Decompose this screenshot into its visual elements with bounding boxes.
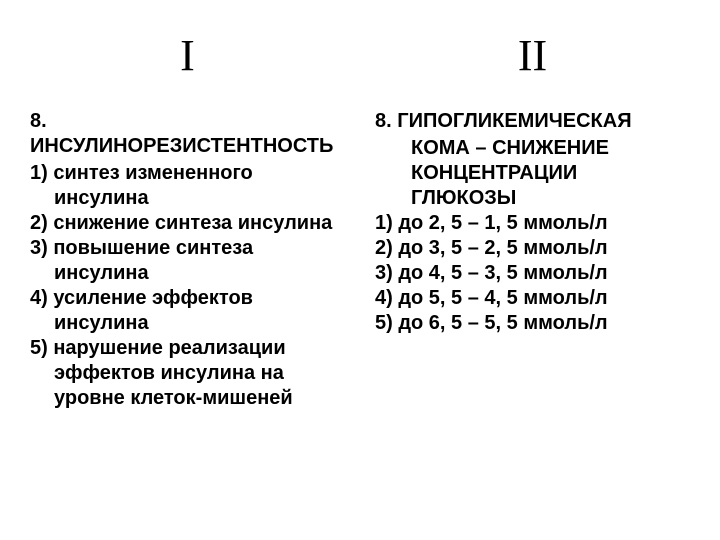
right-title-line4: ГЛЮКОЗЫ: [375, 186, 690, 211]
left-option-5: 5) нарушение реализации эффектов инсулин…: [30, 336, 345, 411]
left-option-3: 3) повышение синтеза инсулина: [30, 236, 345, 286]
right-title-line2: КОМА – СНИЖЕНИЕ: [375, 136, 690, 161]
right-option-3: 3) до 4, 5 – 3, 5 ммоль/л: [375, 261, 690, 286]
right-title-line3: КОНЦЕНТРАЦИИ: [375, 161, 690, 186]
left-option-1: 1) синтез измененного инсулина: [30, 161, 345, 211]
right-title-line1: 8. ГИПОГЛИКЕМИЧЕСКАЯ: [375, 109, 690, 134]
right-option-1: 1) до 2, 5 – 1, 5 ммоль/л: [375, 211, 690, 236]
left-column: I 8. ИНСУЛИНОРЕЗИСТЕНТНОСТЬ 1) синтез из…: [30, 30, 345, 411]
left-option-4: 4) усиление эффектов инсулина: [30, 286, 345, 336]
left-header: I: [30, 30, 345, 81]
right-option-2: 2) до 3, 5 – 2, 5 ммоль/л: [375, 236, 690, 261]
right-column: II 8. ГИПОГЛИКЕМИЧЕСКАЯ КОМА – СНИЖЕНИЕ …: [375, 30, 690, 411]
right-option-4: 4) до 5, 5 – 4, 5 ммоль/л: [375, 286, 690, 311]
left-option-2: 2) снижение синтеза инсулина: [30, 211, 345, 236]
right-option-5: 5) до 6, 5 – 5, 5 ммоль/л: [375, 311, 690, 336]
right-header: II: [375, 30, 690, 81]
columns-container: I 8. ИНСУЛИНОРЕЗИСТЕНТНОСТЬ 1) синтез из…: [30, 30, 690, 411]
left-title: 8. ИНСУЛИНОРЕЗИСТЕНТНОСТЬ: [30, 109, 345, 159]
